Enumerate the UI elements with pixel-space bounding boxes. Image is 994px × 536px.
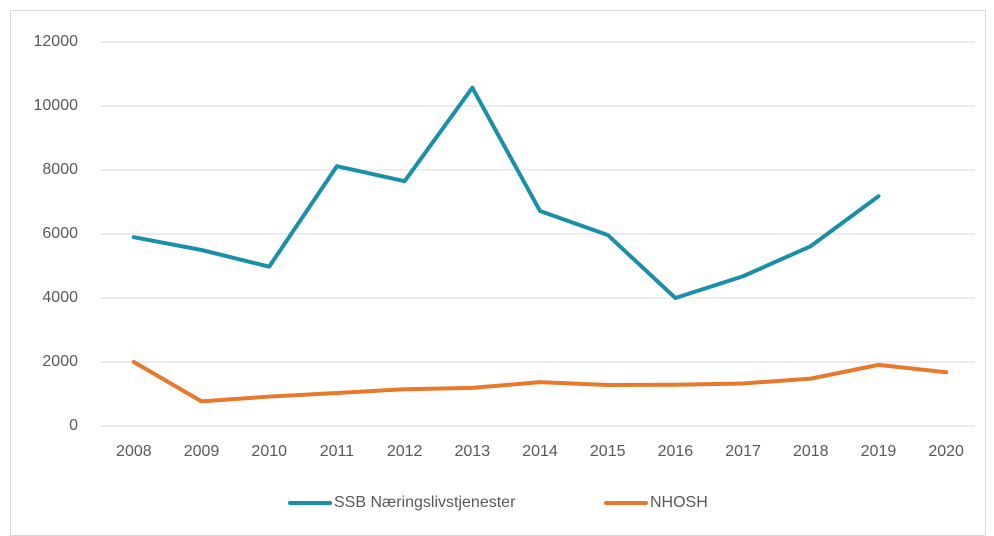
x-tick-label: 2009 (184, 443, 220, 460)
x-tick-label: 2018 (793, 443, 829, 460)
y-tick-label: 12000 (34, 33, 79, 50)
x-tick-label: 2013 (455, 443, 491, 460)
x-tick-label: 2012 (387, 443, 423, 460)
legend-label: SSB Næringslivstjenester (334, 494, 516, 511)
x-tick-label: 2011 (320, 443, 355, 460)
x-tick-label: 2010 (251, 443, 287, 460)
x-tick-label: 2016 (658, 443, 694, 460)
y-tick-label: 0 (69, 417, 78, 434)
legend-label: NHOSH (650, 494, 708, 511)
y-tick-label: 8000 (42, 161, 78, 178)
chart-border (10, 10, 986, 536)
x-tick-label: 2015 (590, 443, 626, 460)
x-tick-label: 2020 (928, 443, 964, 460)
series-line (131, 360, 949, 404)
x-tick-label: 2014 (522, 443, 558, 460)
x-tick-label: 2019 (861, 443, 897, 460)
x-tick-label: 2017 (725, 443, 761, 460)
x-tick-label: 2008 (116, 443, 152, 460)
y-tick-label: 4000 (42, 289, 78, 306)
y-tick-label: 10000 (34, 97, 79, 114)
series-line (131, 85, 881, 300)
y-tick-label: 2000 (42, 353, 78, 370)
y-tick-label: 6000 (42, 225, 78, 242)
